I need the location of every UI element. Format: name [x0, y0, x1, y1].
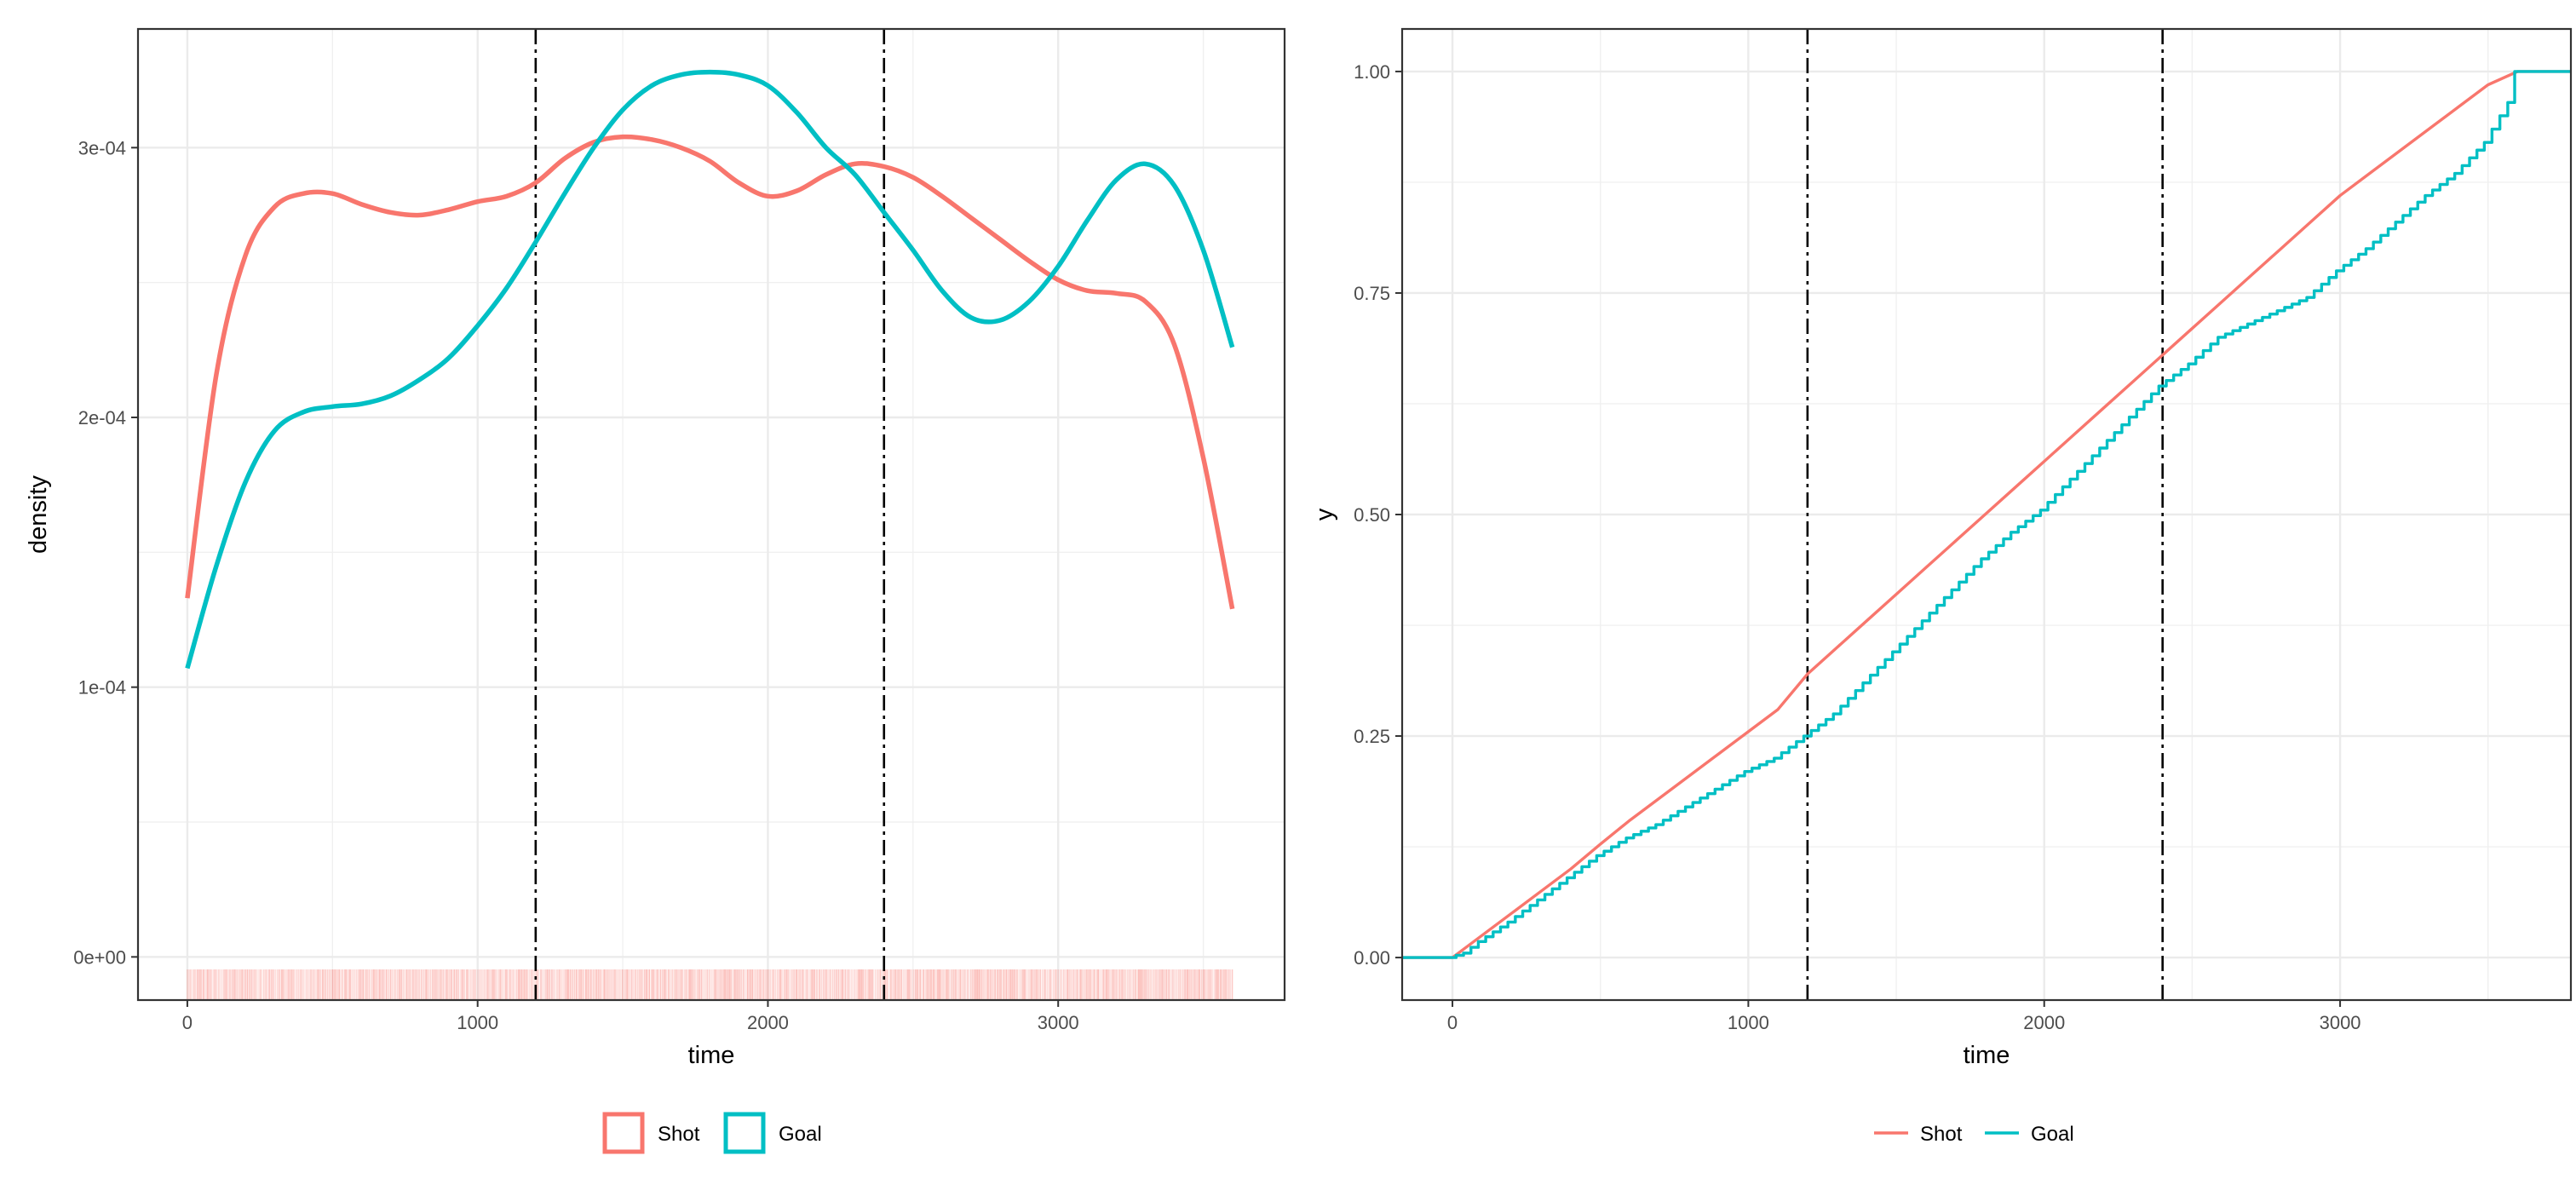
- y-tick-label: 0.50: [1354, 504, 1390, 526]
- x-axis-title: time: [688, 1042, 735, 1069]
- series-line-shot: [1402, 70, 2571, 959]
- y-tick-label: 0.75: [1354, 283, 1390, 304]
- grid-lines: [138, 29, 1285, 1000]
- x-tick-label: 2000: [2023, 1012, 2065, 1033]
- grid-lines: [1402, 29, 2571, 1000]
- y-tick-label: 1e-04: [78, 677, 126, 699]
- y-tick-label: 0e+00: [73, 946, 126, 968]
- legend: Shot Goal: [1874, 1123, 2074, 1146]
- x-tick-label: 3000: [2320, 1012, 2361, 1033]
- y-tick-label: 3e-04: [78, 137, 126, 158]
- ecdf-panel: 0 1000 2000 3000 0.00 0.25 0.50 0.75 1.00 time y Sh…: [1311, 27, 2573, 1146]
- legend-label-shot: Shot: [1920, 1123, 1963, 1146]
- legend-key-shot: [602, 1112, 645, 1154]
- x-tick-label: 3000: [1038, 1012, 1079, 1033]
- x-tick-label: 2000: [747, 1012, 789, 1033]
- legend-label-goal: Goal: [779, 1123, 822, 1146]
- x-tick-label: 0: [1447, 1012, 1458, 1033]
- x-axis-title: time: [1964, 1042, 2010, 1069]
- y-tick-label: 0.25: [1354, 726, 1390, 747]
- y-axis-title: density: [25, 475, 52, 554]
- legend-label-shot: Shot: [658, 1123, 700, 1146]
- y-tick-label: 1.00: [1354, 61, 1390, 83]
- x-tick-label: 1000: [1728, 1012, 1769, 1033]
- panel-border: [136, 27, 1286, 1002]
- panel-background: [138, 29, 1285, 1000]
- rug: [187, 969, 1233, 1000]
- x-tick-label: 1000: [457, 1012, 498, 1033]
- legend-key-goal: [723, 1112, 766, 1154]
- legend-label-goal: Goal: [2031, 1123, 2074, 1146]
- series-line-goal: [185, 69, 1235, 670]
- legend: Shot Goal: [602, 1112, 822, 1154]
- series-line-goal: [1402, 70, 2571, 959]
- y-tick-label: 2e-04: [78, 407, 126, 428]
- density-panel: 0 1000 2000 3000 0e+00 1e-04 2e-04 3e-04 time den…: [25, 27, 1286, 1154]
- y-tick-label: 0.00: [1354, 947, 1390, 969]
- x-tick-label: 0: [182, 1012, 193, 1033]
- y-axis-title: y: [1311, 508, 1338, 520]
- series-line-shot: [185, 134, 1235, 610]
